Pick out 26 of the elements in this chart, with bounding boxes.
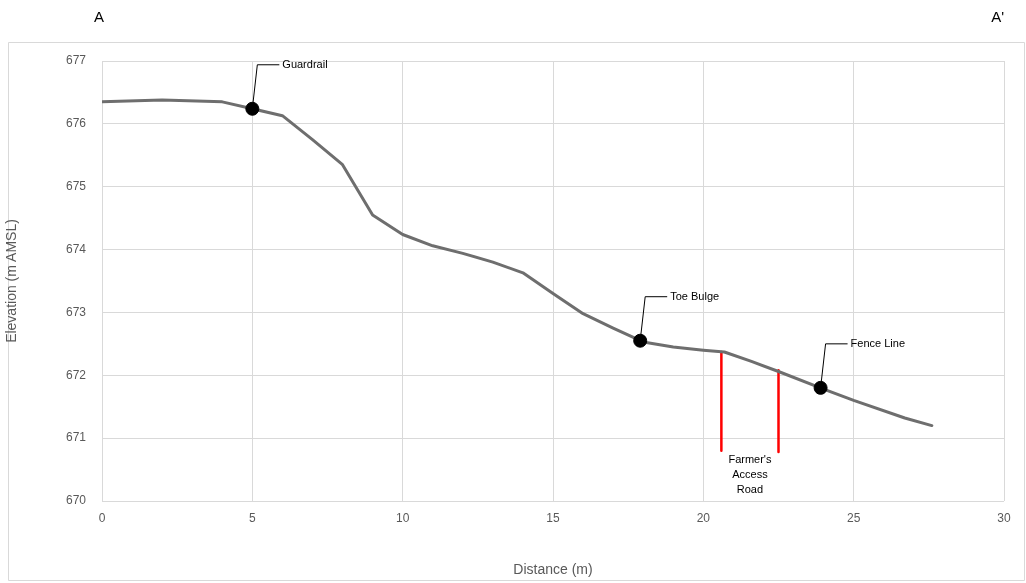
y-tick-label: 670 [65,493,87,508]
x-tick-label: 10 [395,510,410,525]
y-axis-title: Elevation (m AMSL) [3,219,20,343]
annotation: Guardrail [282,57,328,70]
point [633,333,648,348]
x-tick-label: 25 [846,510,861,525]
y-tick-label: 675 [65,179,87,194]
point [245,101,260,116]
x-axis-title: Distance (m) [513,561,593,578]
point [813,380,828,395]
x-tick-label: 30 [997,510,1011,525]
y-tick-label: 673 [65,304,87,319]
y-tick-label: 671 [65,430,87,445]
annotation: Farmer's Access Road [728,453,772,495]
y-tick-label: 676 [65,116,87,131]
y-tick-label: 672 [65,367,87,382]
x-tick-label: 5 [248,510,256,525]
x-tick-label: 0 [98,510,106,525]
text: A' [991,8,1005,26]
annotation: Toe Bulge [670,289,720,302]
x-tick-label: 20 [696,510,711,525]
text: A [94,8,105,26]
x-tick-label: 15 [546,510,560,525]
y-tick-label: 674 [65,241,87,256]
y-tick-label: 677 [65,53,87,68]
annotation: Fence Line [850,336,906,349]
